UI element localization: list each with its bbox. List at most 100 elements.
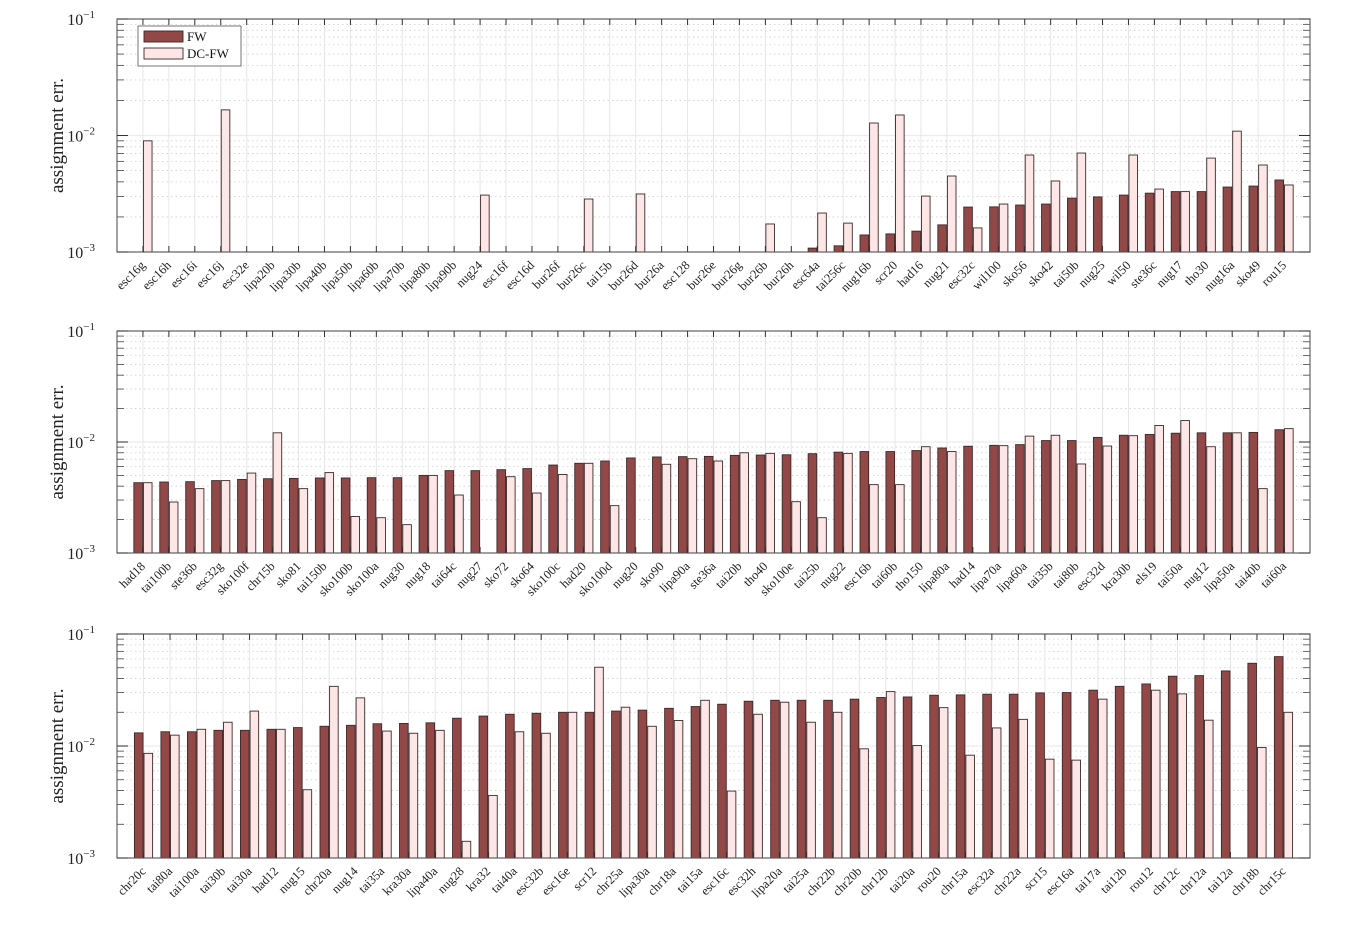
x-tick-label: lipa50a xyxy=(1201,559,1237,595)
bar-fw-chr12c xyxy=(1167,675,1178,859)
bar-dc-fw-tai25a xyxy=(806,721,816,859)
bar-fw-ste36b xyxy=(185,481,195,554)
x-tick-label: chr15b xyxy=(243,559,277,593)
bar-fw-sko72 xyxy=(496,469,506,554)
bar-fw-nug17 xyxy=(1170,191,1181,253)
bar-dc-fw-tai150b xyxy=(324,472,335,554)
x-tick-label: ste36c xyxy=(1127,258,1160,291)
bar-fw-chr20b xyxy=(849,698,860,859)
y-tick-label: 10−2 xyxy=(67,126,95,146)
bar-fw-chr18b xyxy=(1247,662,1257,859)
legend-label-fw: FW xyxy=(187,29,207,44)
x-tick-label: chr18b xyxy=(1228,864,1262,898)
bar-fw-esc64a xyxy=(807,247,818,253)
bar-dc-fw-tai50b xyxy=(1076,152,1087,253)
x-tick-label: bur26h xyxy=(761,258,796,293)
bar-fw-nug28 xyxy=(452,717,462,859)
bar-dc-fw-esc16j xyxy=(220,109,231,253)
bar-fw-esc16a xyxy=(1061,692,1072,859)
bar-fw-esc16b xyxy=(859,451,870,554)
bar-fw-sko100d xyxy=(600,460,610,554)
bar-fw-chr20a xyxy=(319,725,330,859)
bar-fw-tai40b xyxy=(1248,431,1259,554)
bar-fw-esc16e xyxy=(558,711,568,859)
x-tick-label: tai20b xyxy=(713,559,745,591)
bar-fw-chr15b xyxy=(263,478,273,554)
bar-fw-scr15 xyxy=(1035,692,1045,859)
x-tick-label: nug30 xyxy=(375,559,407,591)
x-tick-label: tai30a xyxy=(223,864,255,896)
bar-fw-els19 xyxy=(1144,433,1155,554)
bar-fw-kra30a xyxy=(399,722,409,859)
bar-dc-fw-sko100b xyxy=(350,516,360,554)
bar-dc-fw-bur26b xyxy=(765,223,775,253)
bar-dc-fw-lipa50a xyxy=(1232,432,1242,554)
bar-dc-fw-nug18 xyxy=(428,474,438,554)
bar-fw-tai20b xyxy=(729,454,740,554)
bar-dc-fw-tai40a xyxy=(514,731,525,859)
x-tick-label: chr12b xyxy=(856,864,890,898)
x-tick-label: kra30b xyxy=(1099,559,1133,593)
bar-fw-sko100f xyxy=(237,478,247,554)
x-tick-label: nug18 xyxy=(401,559,433,591)
bar-dc-fw-sko100f xyxy=(246,472,257,554)
bar-dc-fw-esc64a xyxy=(817,212,827,253)
y-tick-label: 10−1 xyxy=(67,321,95,341)
x-tick-label: tai17a xyxy=(1072,864,1104,896)
bar-fw-nug16a xyxy=(1222,186,1233,253)
bar-dc-fw-rou20 xyxy=(938,707,949,859)
bar-fw-esc32b xyxy=(531,712,542,859)
bar-dc-fw-tai80b xyxy=(1076,463,1087,554)
bar-fw-lipa20a xyxy=(770,699,780,859)
bar-fw-scr20 xyxy=(885,233,895,253)
bar-fw-esc32g xyxy=(211,480,221,554)
bar-fw-wil100 xyxy=(989,206,999,253)
bar-dc-fw-nug22 xyxy=(843,452,853,554)
y-axis-label: assignment err. xyxy=(47,78,68,193)
bar-dc-fw-esc16e xyxy=(567,711,578,859)
bar-dc-fw-tai64c xyxy=(454,494,464,554)
bar-dc-fw-had12 xyxy=(276,728,286,859)
x-tick-label: tai30b xyxy=(196,864,228,896)
x-tick-label: esc32a xyxy=(963,864,997,898)
bar-fw-chr15c xyxy=(1273,656,1284,859)
bar-dc-fw-esc16a xyxy=(1071,759,1081,859)
bar-dc-fw-lipa70a xyxy=(998,445,1009,554)
bar-dc-fw-tai60a xyxy=(1284,428,1294,554)
bar-dc-fw-ste36c xyxy=(1154,188,1164,253)
bar-fw-nug22 xyxy=(833,451,844,554)
bar-fw-tai20a xyxy=(902,696,913,859)
bar-dc-fw-lipa40a xyxy=(435,729,445,859)
bar-dc-fw-scr20 xyxy=(895,114,905,253)
x-tick-label: lipa90a xyxy=(657,559,693,595)
bar-fw-lipa50a xyxy=(1222,432,1233,554)
bar-dc-fw-nug16b xyxy=(869,122,879,253)
bar-fw-nug30 xyxy=(392,477,403,554)
bar-fw-scr12 xyxy=(584,711,595,859)
x-tick-label: nug28 xyxy=(435,864,467,896)
bar-dc-fw-sko42 xyxy=(1050,180,1061,253)
x-tick-label: tai50a xyxy=(1154,559,1186,591)
x-tick-label: scr20 xyxy=(871,258,900,287)
bar-fw-tai256c xyxy=(833,245,844,253)
bar-fw-tho40 xyxy=(755,454,766,554)
bar-fw-sko64 xyxy=(522,468,532,554)
bar-fw-chr18a xyxy=(664,707,674,859)
y-tick-label: 10−3 xyxy=(67,543,95,563)
bar-dc-fw-ste36a xyxy=(713,460,724,554)
x-tick-label: tai20a xyxy=(886,864,918,896)
bar-dc-fw-nug21 xyxy=(946,175,957,253)
bar-fw-chr12a xyxy=(1194,675,1204,859)
x-tick-label: tai40b xyxy=(1231,559,1263,591)
bar-fw-rou12 xyxy=(1141,683,1151,859)
x-tick-label: chr15c xyxy=(1255,864,1289,898)
bar-fw-kra32 xyxy=(478,715,489,859)
bar-dc-fw-tai30b xyxy=(223,721,233,859)
bar-dc-fw-sko100c xyxy=(557,474,568,554)
bar-fw-ste36c xyxy=(1144,192,1155,253)
bar-dc-fw-els19 xyxy=(1154,424,1164,554)
bar-dc-fw-tai40b xyxy=(1258,488,1268,554)
bar-fw-sko56 xyxy=(1015,204,1025,253)
bar-dc-fw-lipa30a xyxy=(647,725,657,859)
bar-fw-tai30a xyxy=(240,729,250,859)
